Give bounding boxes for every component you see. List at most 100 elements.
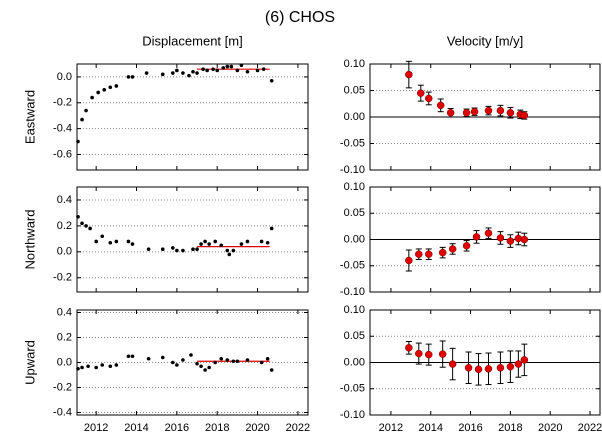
point [424,350,433,359]
point [189,353,193,357]
y-tick-label: 0.10 [344,304,365,316]
plot-frame [369,309,601,416]
point [84,108,88,113]
x-tick-label: 2012 [84,422,108,434]
point [160,355,165,360]
y-axis-label: Upward [22,340,37,385]
y-tick-label: -0.10 [340,164,365,176]
point [438,248,447,257]
point [114,363,119,367]
point [130,75,135,79]
point [181,248,185,253]
y-tick-label: 0.0 [57,356,72,368]
x-tick-label: 2016 [458,422,482,434]
point [225,358,230,362]
y-tick-label: 0.0 [57,246,72,258]
point [484,365,493,373]
y-tick-label: -0.6 [53,148,72,160]
point [130,354,135,359]
point [225,64,230,69]
y-tick-label: 0.4 [57,306,72,318]
point [102,88,107,92]
plot-frame [369,186,601,293]
point [114,239,119,244]
point [496,106,505,115]
point [76,366,80,371]
y-tick-label: 0.0 [57,71,72,83]
y-tick-label: -0.05 [340,383,365,395]
y-tick-label: 0.00 [344,111,365,123]
y-axis-label: Eastward [22,90,37,144]
y-tick-label: 0.10 [344,58,365,70]
point [259,360,264,365]
point [195,247,199,252]
y-tick-label: 0.05 [344,330,365,342]
point [448,360,457,368]
point [191,247,195,252]
point [229,64,234,69]
point [265,356,270,361]
x-tick-label: 2014 [124,422,148,434]
point [269,226,274,231]
point [405,256,413,265]
x-tick-label: 2022 [286,422,310,434]
point [484,229,493,237]
point [496,364,505,372]
point [219,243,224,248]
point [76,139,80,144]
point [239,242,244,246]
point [261,67,266,71]
point [506,362,515,371]
point [213,360,217,365]
y-tick-label: -0.05 [340,137,365,149]
x-tick-label: 2022 [578,422,602,434]
point [221,66,226,70]
point [219,356,224,361]
point [199,242,203,246]
point [203,368,207,372]
point [462,242,471,250]
point [472,233,481,241]
point [235,359,240,364]
point [144,71,149,75]
x-tick-label: 2020 [538,422,562,434]
y-tick-label: 0.00 [344,233,365,245]
point [259,239,264,244]
point [245,358,250,362]
x-tick-label: 2016 [165,422,189,434]
point [424,94,433,103]
point [424,250,433,258]
point [175,248,179,253]
point [239,63,244,68]
y-tick-label: -0.2 [53,97,72,109]
panel-title: Velocity [m/y] [447,33,524,48]
point [175,68,179,73]
y-tick-label: -0.4 [53,406,72,418]
x-tick-label: 2014 [418,422,442,434]
point [446,109,455,117]
point [94,365,98,370]
panel-title: Displacement [m] [142,33,242,48]
y-tick-label: -0.2 [53,272,72,284]
point [94,239,98,244]
point [207,365,211,370]
point [207,242,211,246]
point [213,239,217,244]
x-tick-label: 2018 [498,422,522,434]
point [415,250,423,258]
y-tick-label: -0.05 [340,260,365,272]
point [146,356,151,361]
y-tick-label: 0.2 [57,220,72,232]
y-tick-label: 0.4 [57,194,72,206]
point [436,101,445,110]
point [175,363,179,367]
point [448,245,457,253]
point [108,240,113,245]
y-tick-label: -0.2 [53,381,72,393]
y-tick-label: 0.00 [344,356,365,368]
x-tick-label: 2012 [379,422,403,434]
point [130,242,135,246]
point [269,368,274,372]
point [231,359,236,364]
